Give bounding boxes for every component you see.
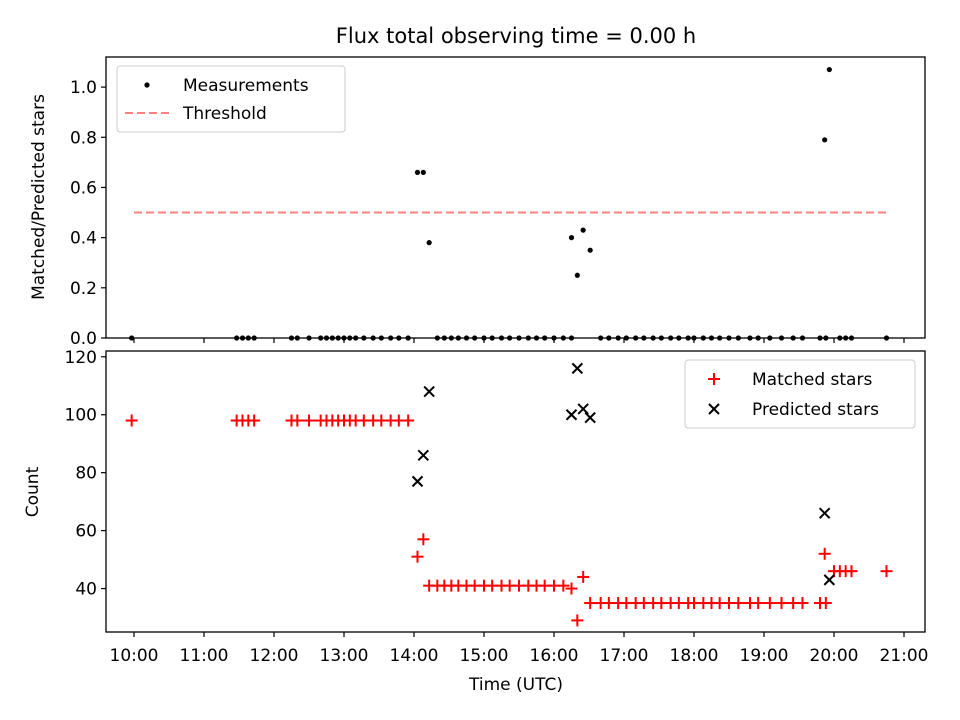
predicted-star-point <box>823 574 836 586</box>
y-tick-label: 0.0 <box>70 329 97 349</box>
matched-star-point <box>291 414 304 427</box>
bottom-axes-frame <box>105 350 926 633</box>
measurement-point <box>574 272 580 278</box>
x-tick-label: 16:00 <box>530 646 579 666</box>
y-tick-label: 100 <box>65 406 97 426</box>
legend-threshold-label: Threshold <box>182 104 267 124</box>
matched-star-point <box>763 597 776 610</box>
predicted-star-point <box>577 403 589 415</box>
bottom-panel: 40 60 80 100 120 10:00 11:00 12:00 13:00 14:00 15… <box>23 348 929 695</box>
y-tick-label: 60 <box>75 522 97 542</box>
matched-star-point <box>845 565 858 578</box>
matched-star-point <box>732 597 745 610</box>
x-tick-label: 17:00 <box>600 646 649 666</box>
top-axes-frame <box>105 56 926 339</box>
bottom-y-axis-label: Count <box>23 466 43 517</box>
predicted-star-point <box>417 449 430 461</box>
matched-star-point <box>248 414 261 427</box>
y-tick-label: 120 <box>65 348 97 368</box>
predicted-star-point <box>571 362 584 375</box>
x-tick-label: 13:00 <box>320 646 369 666</box>
y-tick-label: 40 <box>75 580 97 600</box>
x-tick-label: 11:00 <box>180 646 229 666</box>
top-x-ticks <box>133 338 905 343</box>
top-y-axis-label: Matched/Predicted stars <box>29 94 49 300</box>
y-tick-label: 1.0 <box>70 78 97 98</box>
matched-star-point <box>752 597 765 610</box>
legend-matched-label: Matched stars <box>752 370 872 390</box>
measurement-point <box>420 169 426 176</box>
x-tick-label: 20:00 <box>810 646 859 666</box>
matched-star-point <box>557 579 570 592</box>
measurement-point <box>568 235 575 241</box>
bottom-y-ticks: 40 60 80 100 120 <box>65 348 106 600</box>
top-panel: 0.0 0.2 0.4 0.6 0.8 1.0 Matched/Predicted sta… <box>29 56 926 349</box>
y-tick-label: 0.4 <box>70 229 97 249</box>
count-points <box>125 362 893 627</box>
matched-star-point <box>303 414 315 427</box>
measurement-point <box>826 66 832 73</box>
legend-predicted-label: Predicted stars <box>752 400 879 420</box>
y-tick-label: 0.6 <box>70 178 97 198</box>
legend-predicted-marker <box>708 403 720 415</box>
top-legend: Measurements Threshold <box>116 65 346 133</box>
x-tick-label: 12:00 <box>250 646 299 666</box>
y-tick-label: 80 <box>75 464 97 484</box>
bottom-x-ticks: 10:00 11:00 12:00 13:00 14:00 15:00 16:00 17:00… <box>110 632 929 666</box>
x-tick-label: 19:00 <box>740 646 789 666</box>
measurement-point <box>426 240 432 246</box>
matched-star-point <box>880 565 893 578</box>
x-tick-label: 21:00 <box>880 646 929 666</box>
predicted-star-point <box>565 409 578 421</box>
chart-title: Flux total observing time = 0.00 h <box>336 24 696 48</box>
matched-star-point <box>402 414 415 427</box>
x-tick-label: 15:00 <box>460 646 509 666</box>
measurement-point <box>580 227 586 233</box>
legend-matched-marker <box>708 373 720 385</box>
x-tick-label: 18:00 <box>670 646 719 666</box>
matched-star-point <box>584 597 597 610</box>
measurement-point <box>587 247 593 253</box>
x-tick-label: 10:00 <box>110 646 159 666</box>
predicted-star-point <box>423 385 435 398</box>
matched-star-point <box>417 533 430 546</box>
measurement-point <box>414 169 421 176</box>
matched-star-point <box>125 414 138 427</box>
matched-star-point <box>411 550 424 563</box>
y-tick-label: 0.8 <box>70 128 97 148</box>
predicted-star-point <box>818 507 831 519</box>
x-axis-label: Time (UTC) <box>468 675 563 695</box>
matched-star-point <box>796 597 809 610</box>
predicted-star-point <box>584 411 596 424</box>
matched-star-point <box>818 547 831 560</box>
x-tick-label: 14:00 <box>390 646 439 666</box>
legend-measurements-marker <box>144 82 150 88</box>
matched-star-point <box>577 570 590 583</box>
matched-star-point <box>775 597 788 610</box>
legend-measurements-label: Measurements <box>183 76 309 96</box>
y-tick-label: 0.2 <box>70 279 97 299</box>
top-y-ticks: 0.0 0.2 0.4 0.6 0.8 1.0 <box>70 78 106 349</box>
matched-star-point <box>565 582 578 595</box>
measurement-point <box>822 137 828 143</box>
bottom-legend: Matched stars Predicted stars <box>684 359 916 429</box>
matched-star-point <box>819 597 832 610</box>
predicted-star-point <box>411 475 424 488</box>
matched-star-point <box>571 614 584 627</box>
